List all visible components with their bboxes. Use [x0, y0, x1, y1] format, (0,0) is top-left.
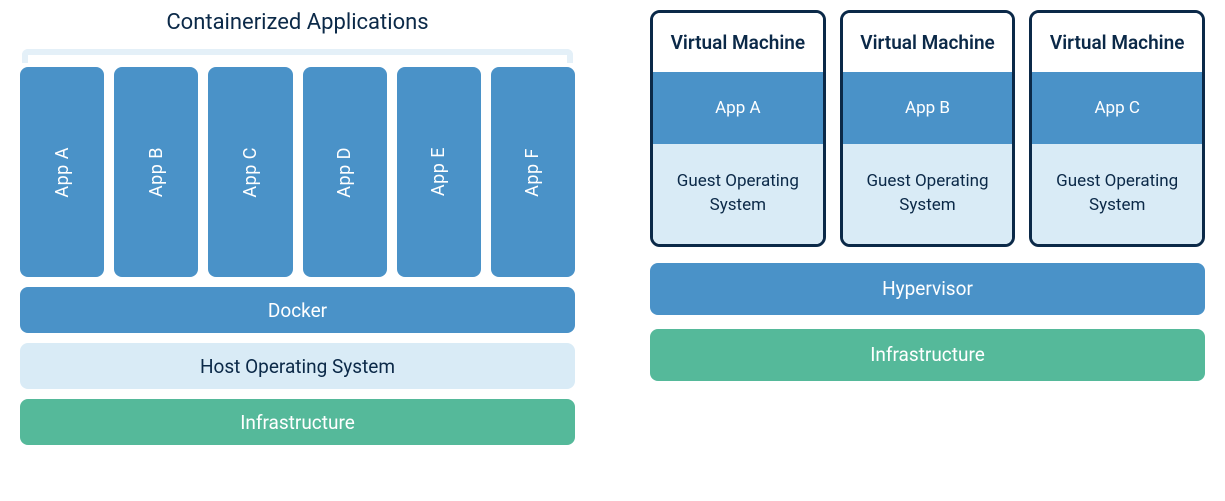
containers-title: Containerized Applications	[20, 10, 575, 35]
vm-guest-os-layer: Guest Operating System	[843, 144, 1013, 244]
app-label: App E	[428, 147, 449, 196]
layer-label: Docker	[268, 299, 327, 322]
layer-label: Host Operating System	[200, 355, 395, 378]
vm-app-layer: App A	[653, 72, 823, 144]
app-container: App B	[114, 67, 198, 277]
vm-app-layer: App B	[843, 72, 1013, 144]
docker-layer: Docker	[20, 287, 575, 333]
app-label: App A	[52, 147, 73, 198]
app-container: App D	[303, 67, 387, 277]
vm-title: Virtual Machine	[653, 13, 823, 72]
vm-app-layer: App C	[1032, 72, 1202, 144]
vm-box: Virtual Machine App B Guest Operating Sy…	[840, 10, 1016, 247]
app-container: App A	[20, 67, 104, 277]
containers-diagram: Containerized Applications App A App B A…	[20, 10, 575, 481]
layer-label: Infrastructure	[240, 411, 355, 434]
apps-row: App A App B App C App D App E App F	[20, 67, 575, 277]
app-label: App D	[334, 147, 355, 198]
vm-box: Virtual Machine App A Guest Operating Sy…	[650, 10, 826, 247]
vm-guest-os-layer: Guest Operating System	[653, 144, 823, 244]
app-label: App C	[240, 147, 261, 198]
infrastructure-layer: Infrastructure	[20, 399, 575, 445]
vm-guest-os-layer: Guest Operating System	[1032, 144, 1202, 244]
infrastructure-layer: Infrastructure	[650, 329, 1205, 381]
vm-diagram: Virtual Machine App A Guest Operating Sy…	[650, 10, 1205, 481]
vm-title: Virtual Machine	[843, 13, 1013, 72]
layer-label: Hypervisor	[882, 277, 973, 300]
app-container: App F	[491, 67, 575, 277]
hypervisor-layer: Hypervisor	[650, 263, 1205, 315]
app-container: App E	[397, 67, 481, 277]
bracket-decoration	[22, 49, 573, 63]
layer-label: Infrastructure	[870, 343, 985, 366]
app-label: App F	[522, 148, 543, 197]
vms-row: Virtual Machine App A Guest Operating Sy…	[650, 10, 1205, 247]
host-os-layer: Host Operating System	[20, 343, 575, 389]
vm-box: Virtual Machine App C Guest Operating Sy…	[1029, 10, 1205, 247]
vm-title: Virtual Machine	[1032, 13, 1202, 72]
app-label: App B	[146, 147, 167, 197]
app-container: App C	[208, 67, 292, 277]
